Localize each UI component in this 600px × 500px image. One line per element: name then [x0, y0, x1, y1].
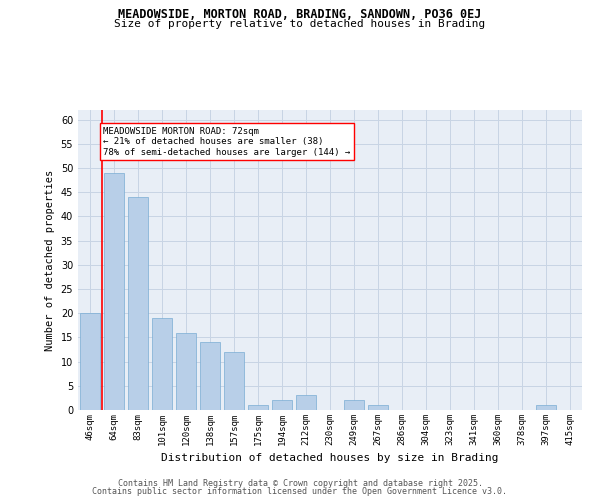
Text: MEADOWSIDE, MORTON ROAD, BRADING, SANDOWN, PO36 0EJ: MEADOWSIDE, MORTON ROAD, BRADING, SANDOW…	[118, 8, 482, 20]
Y-axis label: Number of detached properties: Number of detached properties	[45, 170, 55, 350]
Bar	[536, 405, 556, 410]
Bar	[344, 400, 364, 410]
Bar	[368, 405, 388, 410]
Bar	[200, 342, 220, 410]
Bar	[152, 318, 172, 410]
Bar	[80, 313, 100, 410]
Bar	[296, 396, 316, 410]
Text: Size of property relative to detached houses in Brading: Size of property relative to detached ho…	[115, 19, 485, 29]
Bar	[176, 332, 196, 410]
Bar	[104, 173, 124, 410]
Text: MEADOWSIDE MORTON ROAD: 72sqm
← 21% of detached houses are smaller (38)
78% of s: MEADOWSIDE MORTON ROAD: 72sqm ← 21% of d…	[103, 127, 350, 156]
Bar	[128, 197, 148, 410]
Bar	[224, 352, 244, 410]
Text: Contains HM Land Registry data © Crown copyright and database right 2025.: Contains HM Land Registry data © Crown c…	[118, 478, 482, 488]
Bar	[272, 400, 292, 410]
Text: Contains public sector information licensed under the Open Government Licence v3: Contains public sector information licen…	[92, 487, 508, 496]
X-axis label: Distribution of detached houses by size in Brading: Distribution of detached houses by size …	[161, 454, 499, 464]
Bar	[248, 405, 268, 410]
